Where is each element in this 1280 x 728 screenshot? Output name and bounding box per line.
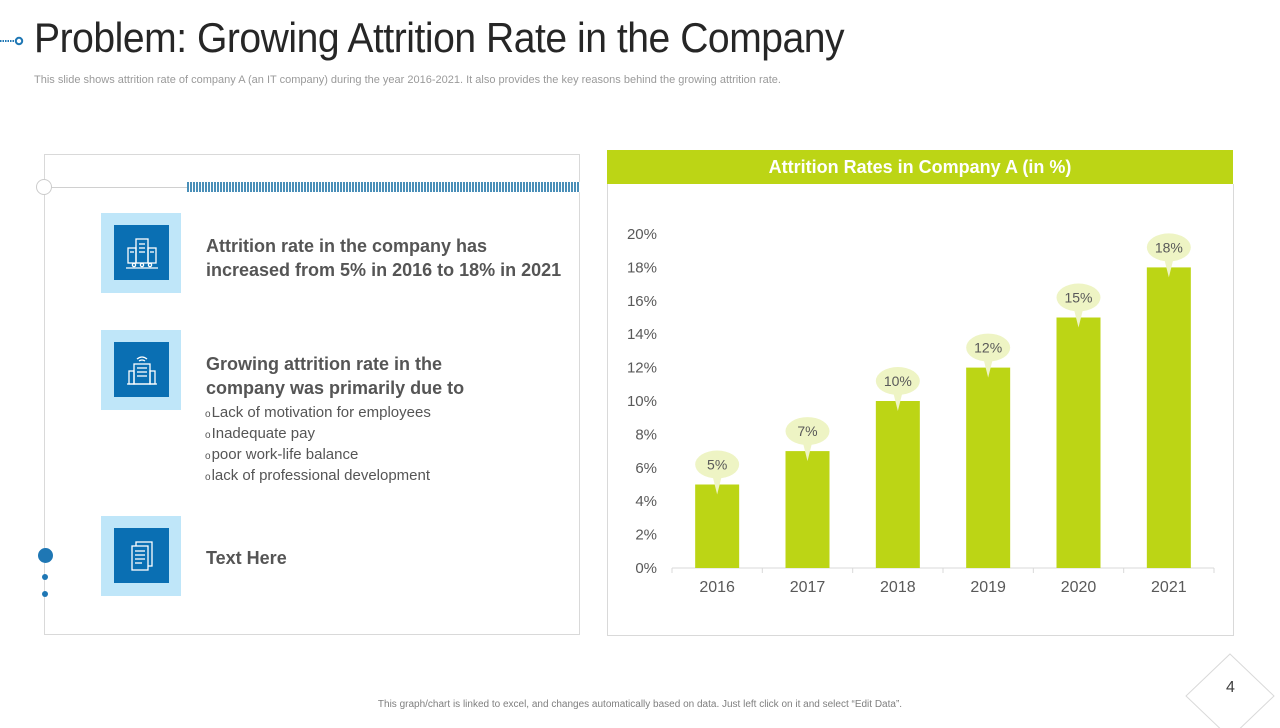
office-building-icon: [125, 237, 158, 269]
list-item: oLack of motivation for employees: [205, 404, 431, 421]
x-tick-label: 2021: [1151, 579, 1187, 596]
data-label: 10%: [884, 373, 912, 389]
document-icon: [130, 540, 153, 571]
x-tick-label: 2020: [1061, 579, 1097, 596]
item-1-icon-box: [101, 213, 181, 293]
list-item: opoor work-life balance: [205, 446, 359, 463]
timeline-dot-small: [42, 574, 48, 580]
x-tick-label: 2018: [880, 579, 916, 596]
title-marker-icon: [0, 36, 24, 46]
y-tick-label: 14%: [627, 326, 657, 343]
list-item: olack of professional development: [205, 467, 431, 484]
bar: [785, 451, 830, 568]
y-tick-label: 8%: [635, 426, 657, 443]
y-tick-label: 10%: [627, 393, 657, 410]
y-tick-label: 16%: [627, 293, 657, 310]
data-label-pointer: [802, 441, 813, 462]
panel-circle-marker: [36, 179, 52, 195]
data-label-bubble: [966, 333, 1011, 362]
footer-note: This graph/chart is linked to excel, and…: [377, 699, 903, 710]
attrition-bar-chart: 0% 2% 4% 6% 8% 10% 12% 14% 16% 18% 20% 5% 2016 7% 2017…: [627, 226, 1215, 596]
data-label-pointer: [892, 391, 903, 411]
panel-divider-line: [51, 187, 187, 188]
bar: [875, 401, 920, 568]
panel-striped-bar: [187, 182, 580, 192]
data-label-pointer: [983, 357, 994, 378]
bar: [1146, 267, 1191, 568]
y-tick-label: 6%: [635, 460, 657, 477]
item-2-heading: Growing attrition rate in the company wa…: [206, 354, 465, 398]
data-label-bubble: [1056, 283, 1101, 312]
data-label-bubble: [695, 450, 740, 479]
item-3-heading: Text Here: [206, 548, 287, 568]
company-building-icon: [126, 355, 157, 385]
y-tick-label: 2%: [635, 527, 657, 544]
page-number: 4: [1226, 679, 1235, 696]
chart-panel: [607, 184, 1234, 636]
page-title: Problem: Growing Attrition Rate in the C…: [34, 14, 845, 61]
data-label: 12%: [974, 340, 1002, 356]
bar: [1056, 317, 1101, 568]
item-1-heading: Attrition rate in the company has increa…: [206, 236, 562, 280]
data-label-pointer: [712, 474, 723, 495]
data-label-bubble: [875, 367, 920, 395]
item-2-icon-box: [101, 330, 181, 410]
data-label-pointer: [1073, 307, 1084, 328]
data-label: 18%: [1155, 239, 1183, 255]
page-subtitle: This slide shows attrition rate of compa…: [34, 74, 781, 86]
page-number-diamond: [1185, 653, 1275, 728]
y-tick-label: 18%: [627, 259, 657, 276]
bar: [966, 367, 1011, 568]
y-tick-label: 12%: [627, 360, 657, 377]
item-3-icon-box: [101, 516, 181, 596]
reasons-list: oLack of motivation for employees oInade…: [205, 403, 431, 487]
y-tick-label: 20%: [627, 226, 657, 243]
data-label-pointer: [1163, 257, 1174, 278]
bar: [695, 484, 740, 568]
chart-title: Attrition Rates in Company A (in %): [607, 150, 1233, 184]
data-label: 5%: [707, 457, 727, 473]
timeline-dot: [38, 548, 53, 563]
y-tick-label: 0%: [635, 560, 657, 577]
data-label: 7%: [797, 423, 817, 439]
timeline-dot-small: [42, 591, 48, 597]
data-label-bubble: [1146, 233, 1191, 262]
data-label-bubble: [785, 417, 830, 446]
y-tick-label: 4%: [635, 493, 657, 510]
x-tick-label: 2019: [970, 579, 1006, 596]
x-tick-label: 2017: [790, 579, 826, 596]
list-item: oInadequate pay: [205, 425, 315, 442]
data-label: 15%: [1064, 290, 1092, 306]
x-tick-label: 2016: [699, 579, 735, 596]
